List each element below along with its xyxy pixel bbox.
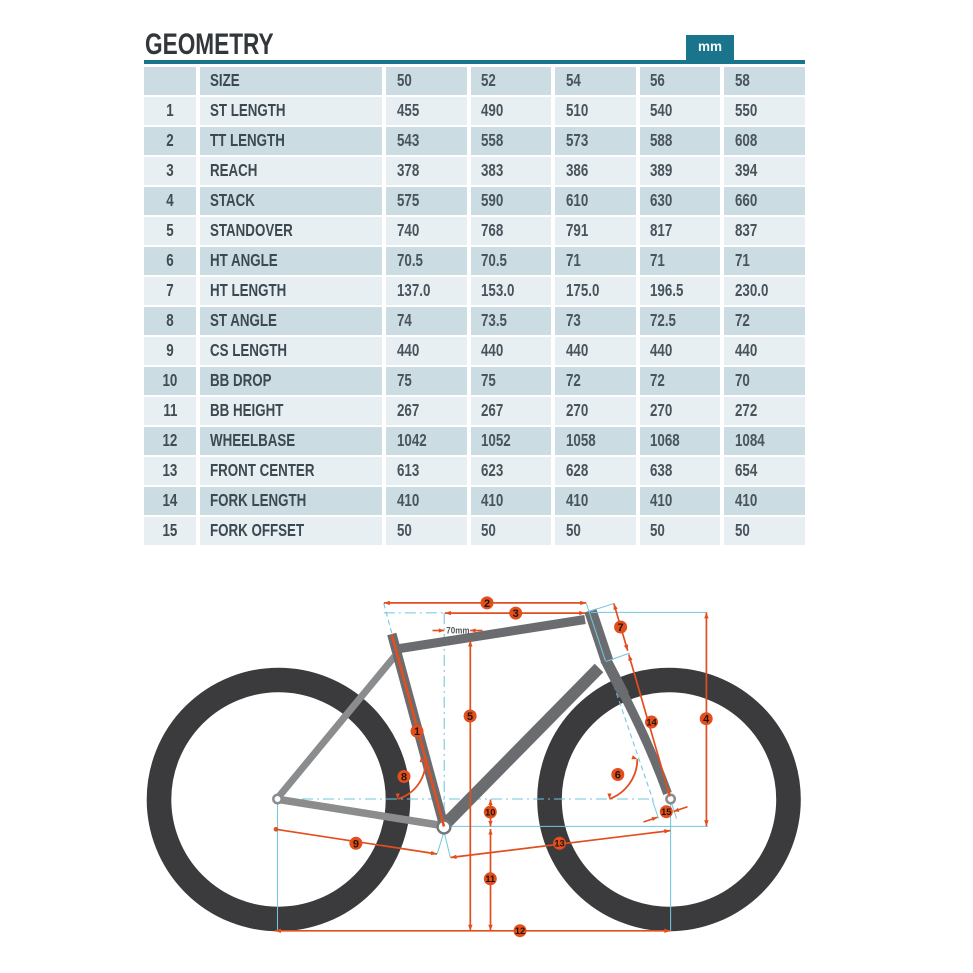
svg-text:11: 11: [485, 874, 495, 884]
svg-text:8: 8: [401, 772, 407, 784]
svg-text:4: 4: [703, 714, 710, 726]
svg-text:14: 14: [646, 717, 657, 727]
svg-text:9: 9: [353, 838, 359, 850]
svg-text:6: 6: [615, 770, 621, 782]
svg-text:70mm: 70mm: [446, 626, 469, 637]
svg-text:10: 10: [485, 807, 495, 817]
svg-text:13: 13: [554, 839, 564, 849]
svg-text:12: 12: [515, 926, 525, 936]
svg-text:2: 2: [484, 598, 490, 610]
svg-text:15: 15: [661, 807, 671, 817]
svg-text:1: 1: [414, 726, 420, 738]
svg-text:7: 7: [618, 622, 624, 634]
svg-text:5: 5: [467, 711, 473, 723]
svg-text:3: 3: [513, 608, 519, 620]
